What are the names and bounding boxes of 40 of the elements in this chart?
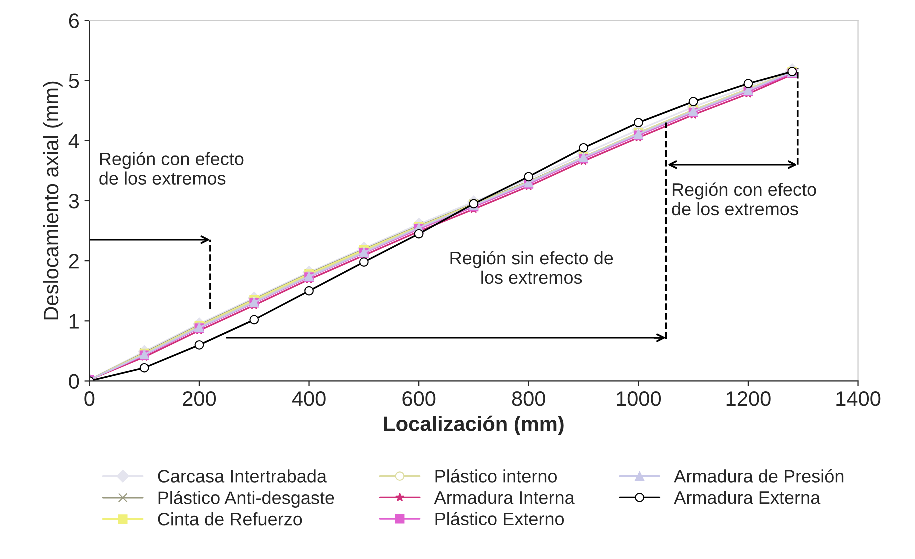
legend-label: Armadura Externa	[674, 490, 821, 504]
legend-label: Plástico Anti-desgaste	[158, 490, 334, 508]
legend-label: Plástico interno	[436, 469, 558, 483]
legend-label: Carcasa Intertrabada	[158, 470, 327, 483]
x-tick-label: 200	[183, 392, 216, 406]
x-tick-label: 0	[84, 392, 95, 406]
annotation: Región sin efecto de los extremos	[450, 251, 614, 284]
point	[140, 363, 150, 373]
x-tick-label: 800	[512, 392, 546, 406]
annotation: Región con efecto de los extremos	[100, 152, 244, 185]
x-tick-label: 400	[292, 392, 326, 406]
y-tick-label: 6	[69, 14, 80, 28]
x-tick-label: 1000	[617, 392, 662, 406]
legend-label: Plástico Externo	[436, 512, 564, 526]
point	[524, 172, 534, 182]
y-tick-label: 0	[69, 374, 80, 389]
legend-label: Cinta de Refuerzo	[158, 512, 302, 526]
x-tick-label: 1200	[726, 392, 771, 406]
legend-label: Armadura Interna	[434, 490, 575, 504]
x-axis-title: Localización (mm)	[384, 416, 564, 436]
y-tick-label: 1	[70, 314, 79, 329]
y-tick-label: 2	[69, 254, 79, 269]
y-axis-title: Deslocamiento axial (mm)	[43, 82, 63, 320]
legend-label: Armadura de Presión	[674, 469, 844, 483]
x-tick-label: 600	[402, 392, 436, 406]
point	[250, 315, 260, 325]
point	[656, 334, 666, 342]
x-tick-label: 1400	[836, 392, 881, 406]
point	[359, 258, 369, 267]
annotation: Región con efecto de los extremos	[672, 182, 816, 216]
point	[744, 79, 754, 88]
point	[304, 286, 314, 296]
point	[688, 97, 698, 106]
point	[634, 118, 644, 128]
point	[194, 340, 204, 350]
y-tick-label: 3	[69, 194, 80, 209]
point	[414, 229, 424, 239]
y-tick-label: 4	[68, 134, 80, 148]
y-tick-label: 5	[69, 74, 80, 89]
point	[579, 143, 588, 153]
